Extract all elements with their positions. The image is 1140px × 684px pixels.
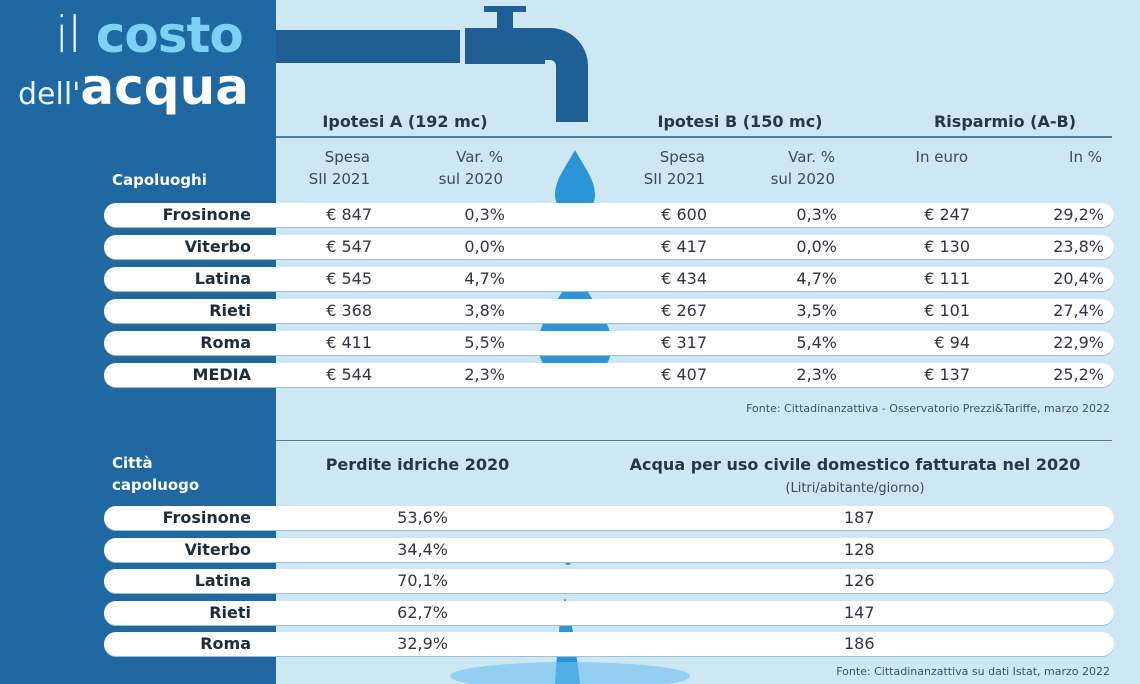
cell-b-spesa: € 267 bbox=[661, 301, 707, 320]
cell-a-var: 3,8% bbox=[464, 301, 505, 320]
city-name: Rieti bbox=[209, 301, 251, 320]
cell-b-var: 4,7% bbox=[796, 269, 837, 288]
cell-a-var: 0,0% bbox=[464, 237, 505, 256]
cell-perdite: 70,1% bbox=[397, 571, 448, 590]
cell-a-spesa: € 411 bbox=[326, 333, 372, 352]
table-row: Frosinone € 847 0,3% € 600 0,3% € 247 29,2% bbox=[104, 203, 1114, 227]
cell-a-var: 4,7% bbox=[464, 269, 505, 288]
cell-acqua: 126 bbox=[844, 571, 875, 590]
cell-euro: € 101 bbox=[924, 301, 970, 320]
cell-b-var: 5,4% bbox=[796, 333, 837, 352]
cell-a-spesa: € 847 bbox=[326, 205, 372, 224]
city-name: Rieti bbox=[209, 602, 251, 622]
cell-a-spesa: € 368 bbox=[326, 301, 372, 320]
cell-pct: 27,4% bbox=[1053, 301, 1104, 320]
table-row: Viterbo € 547 0,0% € 417 0,0% € 130 23,8% bbox=[104, 235, 1114, 259]
city-name: Frosinone bbox=[162, 508, 251, 527]
col-header-perdite: Perdite idriche 2020 bbox=[325, 455, 510, 474]
city-name: Roma bbox=[200, 333, 251, 352]
city-name: Frosinone bbox=[162, 205, 251, 224]
city-name: Latina bbox=[194, 571, 251, 590]
table-row: Latina 70,1% 126 bbox=[104, 569, 1114, 593]
cell-pct: 25,2% bbox=[1053, 365, 1104, 384]
cell-acqua: 147 bbox=[844, 602, 875, 622]
cell-acqua: 186 bbox=[844, 634, 875, 653]
source-note-1: Fonte: Cittadinanzattiva - Osservatorio … bbox=[746, 402, 1110, 415]
faucet-icon bbox=[276, 6, 588, 122]
cell-perdite: 62,7% bbox=[397, 602, 448, 622]
cell-euro: € 111 bbox=[924, 269, 970, 288]
table-row: Roma 32,9% 186 bbox=[104, 632, 1114, 656]
cell-perdite: 32,9% bbox=[397, 634, 448, 653]
city-name: MEDIA bbox=[192, 365, 251, 384]
cell-b-var: 0,0% bbox=[796, 237, 837, 256]
cell-b-spesa: € 434 bbox=[661, 269, 707, 288]
col-subheader: Var. % sul 2020 bbox=[438, 148, 503, 188]
col-subheader: Var. % sul 2020 bbox=[770, 148, 835, 188]
cell-a-var: 0,3% bbox=[464, 205, 505, 224]
cell-b-spesa: € 417 bbox=[661, 237, 707, 256]
cell-a-spesa: € 544 bbox=[326, 365, 372, 384]
cell-acqua: 187 bbox=[844, 508, 875, 527]
cell-euro: € 247 bbox=[924, 205, 970, 224]
table-row: Roma € 411 5,5% € 317 5,4% € 94 22,9% bbox=[104, 331, 1114, 355]
cell-euro: € 130 bbox=[924, 237, 970, 256]
cell-b-spesa: € 317 bbox=[661, 333, 707, 352]
row-header-citta: Città capoluogo bbox=[112, 454, 200, 494]
col-subheader: In % bbox=[1069, 148, 1102, 166]
col-header-acqua: Acqua per uso civile domestico fatturata… bbox=[629, 455, 1081, 474]
cell-pct: 29,2% bbox=[1053, 205, 1104, 224]
cell-b-var: 3,5% bbox=[796, 301, 837, 320]
cell-b-var: 0,3% bbox=[796, 205, 837, 224]
cell-perdite: 53,6% bbox=[397, 508, 448, 527]
group-header-b: Ipotesi B (150 mc) bbox=[657, 112, 823, 131]
group-header-c: Risparmio (A-B) bbox=[933, 112, 1077, 131]
cell-a-var: 2,3% bbox=[464, 365, 505, 384]
col-subheader: In euro bbox=[915, 148, 968, 166]
cell-b-spesa: € 600 bbox=[661, 205, 707, 224]
cell-acqua: 128 bbox=[844, 539, 875, 559]
cell-euro: € 137 bbox=[924, 365, 970, 384]
row-header-capoluoghi: Capoluoghi bbox=[112, 171, 207, 189]
city-name: Roma bbox=[200, 634, 251, 653]
cell-a-var: 5,5% bbox=[464, 333, 505, 352]
cell-pct: 22,9% bbox=[1053, 333, 1104, 352]
section-divider bbox=[276, 440, 1112, 441]
cell-euro: € 94 bbox=[934, 333, 970, 352]
source-note-2: Fonte: Cittadinanzattiva su dati Istat, … bbox=[836, 665, 1110, 678]
col-subheader-acqua: (Litri/abitante/giorno) bbox=[785, 481, 925, 496]
col-subheader: Spesa SII 2021 bbox=[308, 148, 370, 188]
city-name: Viterbo bbox=[184, 539, 251, 559]
table-row: Frosinone 53,6% 187 bbox=[104, 506, 1114, 530]
cell-a-spesa: € 545 bbox=[326, 269, 372, 288]
cell-b-var: 2,3% bbox=[796, 365, 837, 384]
city-name: Latina bbox=[194, 269, 251, 288]
cell-pct: 23,8% bbox=[1053, 237, 1104, 256]
cell-b-spesa: € 407 bbox=[661, 365, 707, 384]
col-subheader: Spesa SII 2021 bbox=[643, 148, 705, 188]
header-divider bbox=[276, 136, 1112, 138]
group-header-a: Ipotesi A (192 mc) bbox=[322, 112, 488, 131]
cell-perdite: 34,4% bbox=[397, 539, 448, 559]
cell-pct: 20,4% bbox=[1053, 269, 1104, 288]
title-line-1: il costo bbox=[55, 6, 244, 64]
title-line-2: dell'acqua bbox=[18, 58, 249, 116]
table-row: Rieti € 368 3,8% € 267 3,5% € 101 27,4% bbox=[104, 299, 1114, 323]
table-row: Latina € 545 4,7% € 434 4,7% € 111 20,4% bbox=[104, 267, 1114, 291]
table-row: Rieti 62,7% 147 bbox=[104, 600, 1114, 625]
table-row: Viterbo 34,4% 128 bbox=[104, 537, 1114, 562]
cell-a-spesa: € 547 bbox=[326, 237, 372, 256]
table-row: MEDIA € 544 2,3% € 407 2,3% € 137 25,2% bbox=[104, 363, 1114, 387]
city-name: Viterbo bbox=[184, 237, 251, 256]
